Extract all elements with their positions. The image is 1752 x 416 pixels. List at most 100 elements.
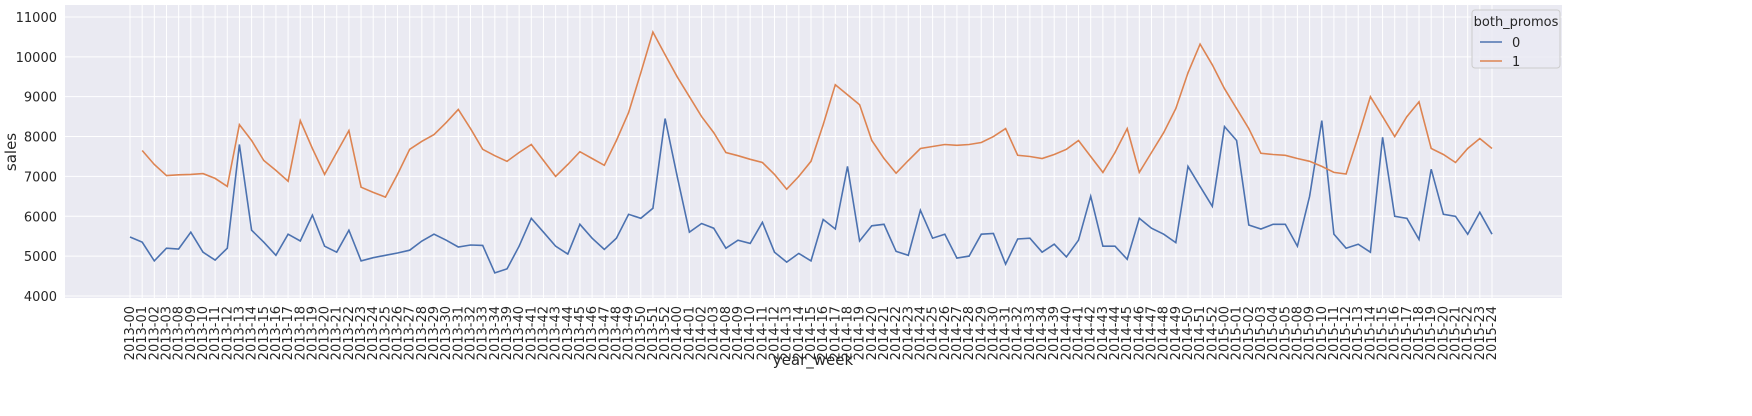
x-tick-label: 2014-23 — [901, 306, 916, 360]
x-tick-label: 2013-25 — [378, 306, 393, 360]
x-tick-label: 2013-16 — [269, 306, 284, 360]
x-tick-label: 2013-01 — [135, 306, 150, 360]
x-tick-label: 2013-22 — [342, 306, 357, 360]
x-tick-label: 2013-03 — [159, 306, 174, 360]
x-tick-label: 2014-41 — [1072, 306, 1087, 360]
x-tick-label: 2015-14 — [1363, 306, 1378, 360]
y-tick-label: 7000 — [24, 170, 57, 185]
x-tick-label: 2013-18 — [293, 306, 308, 360]
x-tick-label: 2015-08 — [1290, 306, 1305, 360]
x-tick-label: 2013-02 — [147, 306, 162, 360]
x-tick-label: 2014-32 — [1011, 306, 1026, 360]
x-tick-label: 2014-26 — [938, 306, 953, 360]
x-tick-label: 2013-34 — [488, 306, 503, 360]
x-tick-label: 2014-46 — [1132, 306, 1147, 360]
x-tick-label: 2014-25 — [926, 306, 941, 360]
x-tick-label: 2014-24 — [913, 306, 928, 360]
x-tick-label: 2013-20 — [318, 306, 333, 360]
x-tick-label: 2014-16 — [816, 306, 831, 360]
x-tick-label: 2013-10 — [196, 306, 211, 360]
x-tick-label: 2013-30 — [439, 306, 454, 360]
series-line — [141, 30, 1493, 199]
x-tick-label: 2014-11 — [755, 306, 770, 360]
x-tick-label: 2013-26 — [391, 306, 406, 360]
x-tick-label: 2014-14 — [792, 306, 807, 360]
x-tick-label: 2014-21 — [877, 306, 892, 360]
x-tick-label: 2013-09 — [184, 306, 199, 360]
x-tick-label: 2013-19 — [305, 306, 320, 360]
x-tick-label: 2015-13 — [1351, 306, 1366, 360]
x-tick-label: 2014-09 — [731, 306, 746, 360]
x-tick-label: 2014-43 — [1096, 306, 1111, 360]
x-tick-label: 2014-12 — [768, 306, 783, 360]
x-tick-label: 2014-30 — [986, 306, 1001, 360]
x-tick-label: 2014-03 — [707, 306, 722, 360]
x-tick-label: 2014-20 — [865, 306, 880, 360]
y-tick-label: 11000 — [16, 11, 57, 26]
x-tick-label: 2013-47 — [597, 306, 612, 360]
x-tick-label: 2014-13 — [780, 306, 795, 360]
x-tick-label: 2013-23 — [354, 306, 369, 360]
x-tick-label: 2014-15 — [804, 306, 819, 360]
x-tick-label: 2014-52 — [1205, 306, 1220, 360]
x-tick-label: 2013-41 — [524, 306, 539, 360]
x-tick-label: 2015-24 — [1485, 306, 1500, 360]
x-tick-label: 2014-17 — [828, 306, 843, 360]
y-tick-label: 5000 — [24, 250, 57, 265]
x-tick-label: 2014-31 — [999, 306, 1014, 360]
x-tick-label: 2013-45 — [573, 306, 588, 360]
x-tick-label: 2013-29 — [427, 306, 442, 360]
x-tick-label: 2014-34 — [1035, 306, 1050, 360]
x-tick-label: 2013-42 — [536, 306, 551, 360]
x-tick-label: 2013-27 — [403, 306, 418, 360]
legend-label: 0 — [1512, 36, 1520, 51]
y-tick-label: 9000 — [24, 91, 57, 106]
x-tick-label: 2013-40 — [512, 306, 527, 360]
x-tick-label: 2015-21 — [1449, 306, 1464, 360]
x-tick-label: 2015-09 — [1303, 306, 1318, 360]
x-tick-label: 2013-00 — [123, 306, 138, 360]
x-tick-label: 2014-22 — [889, 306, 904, 360]
x-tick-label: 2013-33 — [476, 306, 491, 360]
x-tick-label: 2015-16 — [1388, 306, 1403, 360]
x-tick-label: 2015-03 — [1254, 306, 1269, 360]
x-tick-label: 2013-15 — [257, 306, 272, 360]
y-tick-label: 4000 — [24, 290, 57, 305]
x-tick-label: 2015-23 — [1473, 306, 1488, 360]
x-tick-label: 2013-50 — [634, 306, 649, 360]
x-tick-label: 2014-50 — [1181, 306, 1196, 360]
x-tick-label: 2013-51 — [646, 306, 661, 360]
y-axis-label: sales — [2, 133, 20, 171]
x-tick-label: 2015-22 — [1461, 306, 1476, 360]
x-tick-label: 2013-32 — [464, 306, 479, 360]
x-tick-label: 2013-11 — [208, 306, 223, 360]
x-tick-label: 2014-45 — [1120, 306, 1135, 360]
x-tick-label: 2014-00 — [670, 306, 685, 360]
y-tick-label: 6000 — [24, 210, 57, 225]
x-tick-label: 2014-29 — [974, 306, 989, 360]
x-tick-label: 2014-51 — [1193, 306, 1208, 360]
x-tick-label: 2014-39 — [1047, 306, 1062, 360]
x-tick-label: 2013-28 — [415, 306, 430, 360]
x-tick-label: 2013-13 — [232, 306, 247, 360]
x-tick-label: 2014-40 — [1059, 306, 1074, 360]
x-tick-label: 2015-10 — [1315, 306, 1330, 360]
x-tick-label: 2015-05 — [1278, 306, 1293, 360]
x-tick-label: 2013-17 — [281, 306, 296, 360]
legend-title: both_promos — [1474, 15, 1559, 30]
y-tick-label: 8000 — [24, 131, 57, 146]
x-tick-label: 2014-19 — [853, 306, 868, 360]
legend-box — [1471, 9, 1561, 69]
x-tick-label: 2013-43 — [549, 306, 564, 360]
x-tick-label: 2014-08 — [719, 306, 734, 360]
x-tick-label: 2014-47 — [1145, 306, 1160, 360]
x-tick-label: 2015-18 — [1412, 306, 1427, 360]
x-tick-label: 2015-17 — [1400, 306, 1415, 360]
x-tick-label: 2015-01 — [1230, 306, 1245, 360]
x-tick-label: 2014-48 — [1157, 306, 1172, 360]
x-tick-label: 2015-04 — [1266, 306, 1281, 360]
x-tick-label: 2014-18 — [840, 306, 855, 360]
x-tick-label: 2013-14 — [245, 306, 260, 360]
x-tick-label: 2014-10 — [743, 306, 758, 360]
